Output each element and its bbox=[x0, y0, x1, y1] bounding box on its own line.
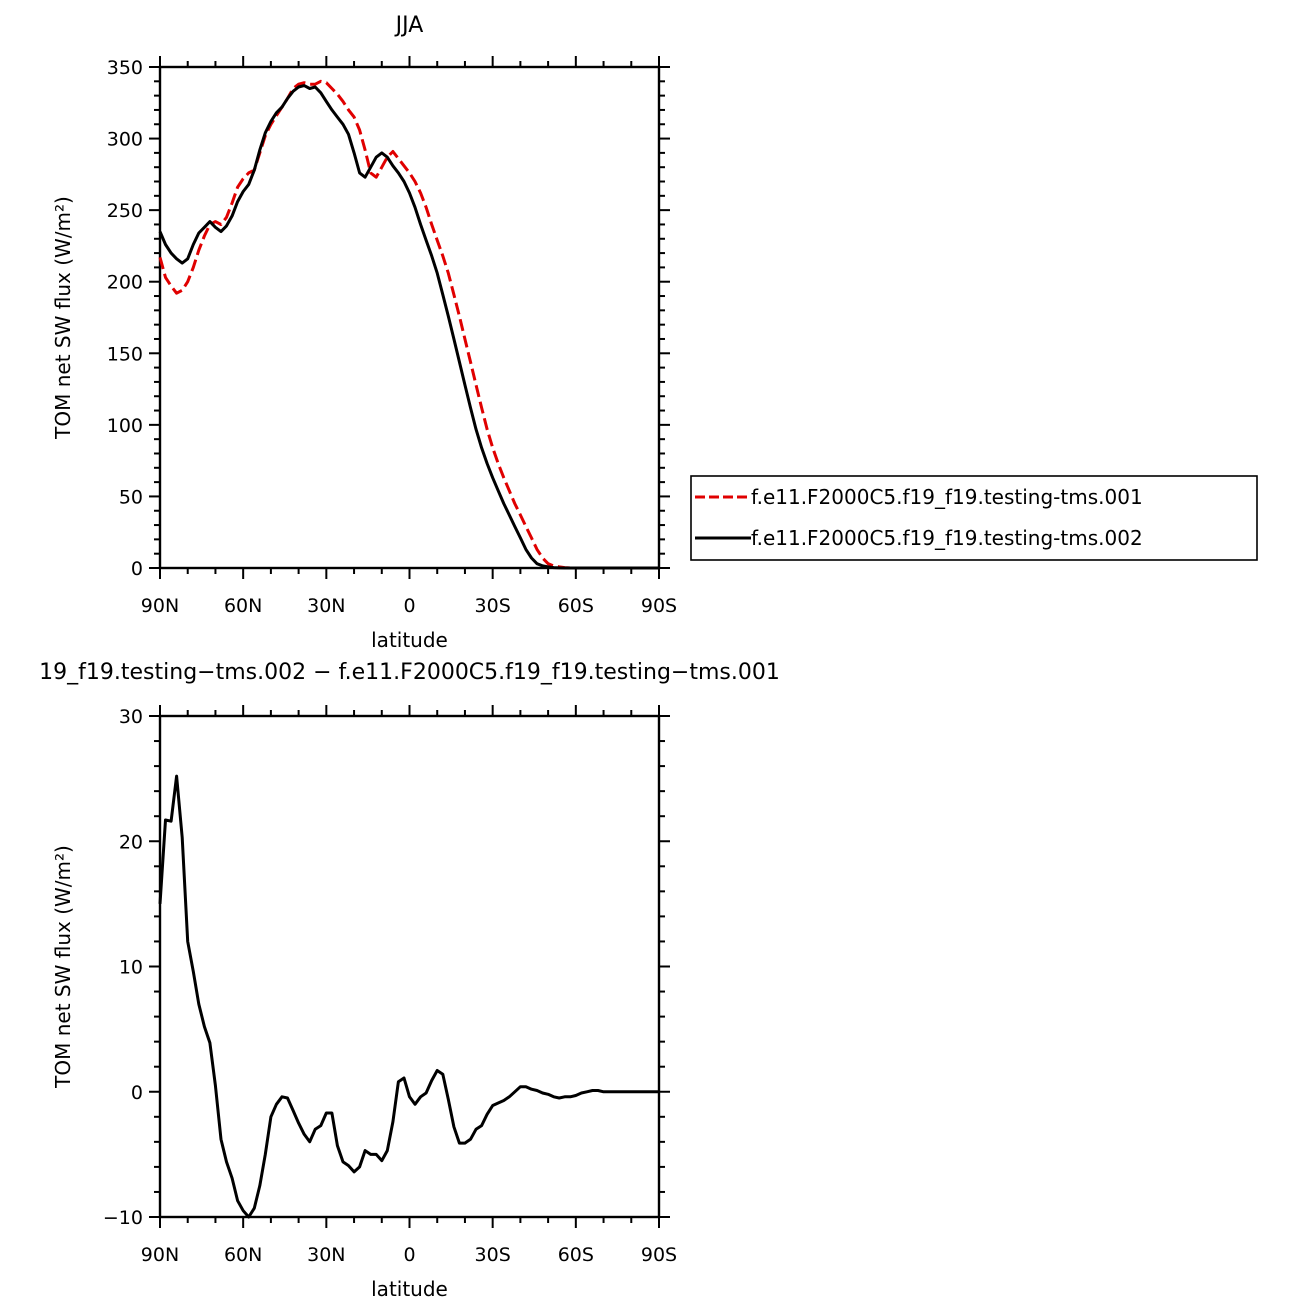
y-tick-label: 250 bbox=[107, 200, 143, 222]
legend-entry-2: f.e11.F2000C5.f19_f19.testing-tms.002 bbox=[751, 526, 1143, 550]
x-tick-label: 0 bbox=[403, 595, 415, 617]
legend: f.e11.F2000C5.f19_f19.testing-tms.001 f.e… bbox=[690, 475, 1258, 561]
series-line-1 bbox=[158, 79, 659, 570]
legend-entry-1: f.e11.F2000C5.f19_f19.testing-tms.001 bbox=[751, 485, 1143, 509]
x-axis-label: latitude bbox=[371, 628, 448, 652]
y-axis-label: TOM net SW flux (W/m²) bbox=[51, 196, 75, 440]
y-tick-label: −10 bbox=[103, 1207, 143, 1229]
x-tick-label: 60N bbox=[224, 1244, 262, 1266]
x-tick-label: 60N bbox=[224, 595, 262, 617]
x-tick-label: 60S bbox=[558, 595, 594, 617]
y-tick-label: 50 bbox=[119, 486, 143, 508]
x-tick-label: 30N bbox=[307, 1244, 345, 1266]
y-tick-label: 10 bbox=[119, 957, 143, 979]
plot-frame bbox=[158, 65, 661, 570]
x-tick-label: 30N bbox=[307, 595, 345, 617]
y-tick-label: 100 bbox=[107, 415, 143, 437]
x-axis-label: latitude bbox=[371, 1277, 448, 1301]
x-tick-label: 0 bbox=[403, 1244, 415, 1266]
plot-frame bbox=[158, 714, 661, 1219]
y-tick-label: 200 bbox=[107, 272, 143, 294]
series-line-1 bbox=[158, 774, 659, 1219]
y-tick-label: 350 bbox=[107, 57, 143, 79]
y-axis-label: TOM net SW flux (W/m²) bbox=[51, 845, 75, 1089]
x-tick-label: 60S bbox=[558, 1244, 594, 1266]
y-tick-label: 150 bbox=[107, 343, 143, 365]
x-tick-label: 90N bbox=[141, 1244, 179, 1266]
series-line-2 bbox=[158, 84, 659, 570]
y-tick-label: 0 bbox=[131, 1082, 143, 1104]
chart-title: 19_f19.testing−tms.002 − f.e11.F2000C5.f… bbox=[39, 660, 780, 685]
x-tick-label: 30S bbox=[475, 1244, 511, 1266]
x-tick-label: 90S bbox=[641, 1244, 677, 1266]
x-tick-label: 90N bbox=[141, 595, 179, 617]
x-tick-label: 30S bbox=[475, 595, 511, 617]
legend-box bbox=[690, 475, 1258, 561]
bottom-chart-panel: 90N 60N 30N 0 30S 60S 90S −10 0 10 20 30 latitude TOM… bbox=[39, 660, 780, 1301]
y-tick-label: 20 bbox=[119, 831, 143, 853]
y-tick-label: 30 bbox=[119, 706, 143, 728]
x-tick-label: 90S bbox=[641, 595, 677, 617]
y-tick-label: 300 bbox=[107, 129, 143, 151]
chart-title: JJA bbox=[394, 13, 424, 38]
y-tick-label: 0 bbox=[131, 558, 143, 580]
top-chart-panel: 90N 60N 30N 0 30S 60S 90S 0 50 100 150 200 250 300 350… bbox=[51, 13, 1258, 652]
